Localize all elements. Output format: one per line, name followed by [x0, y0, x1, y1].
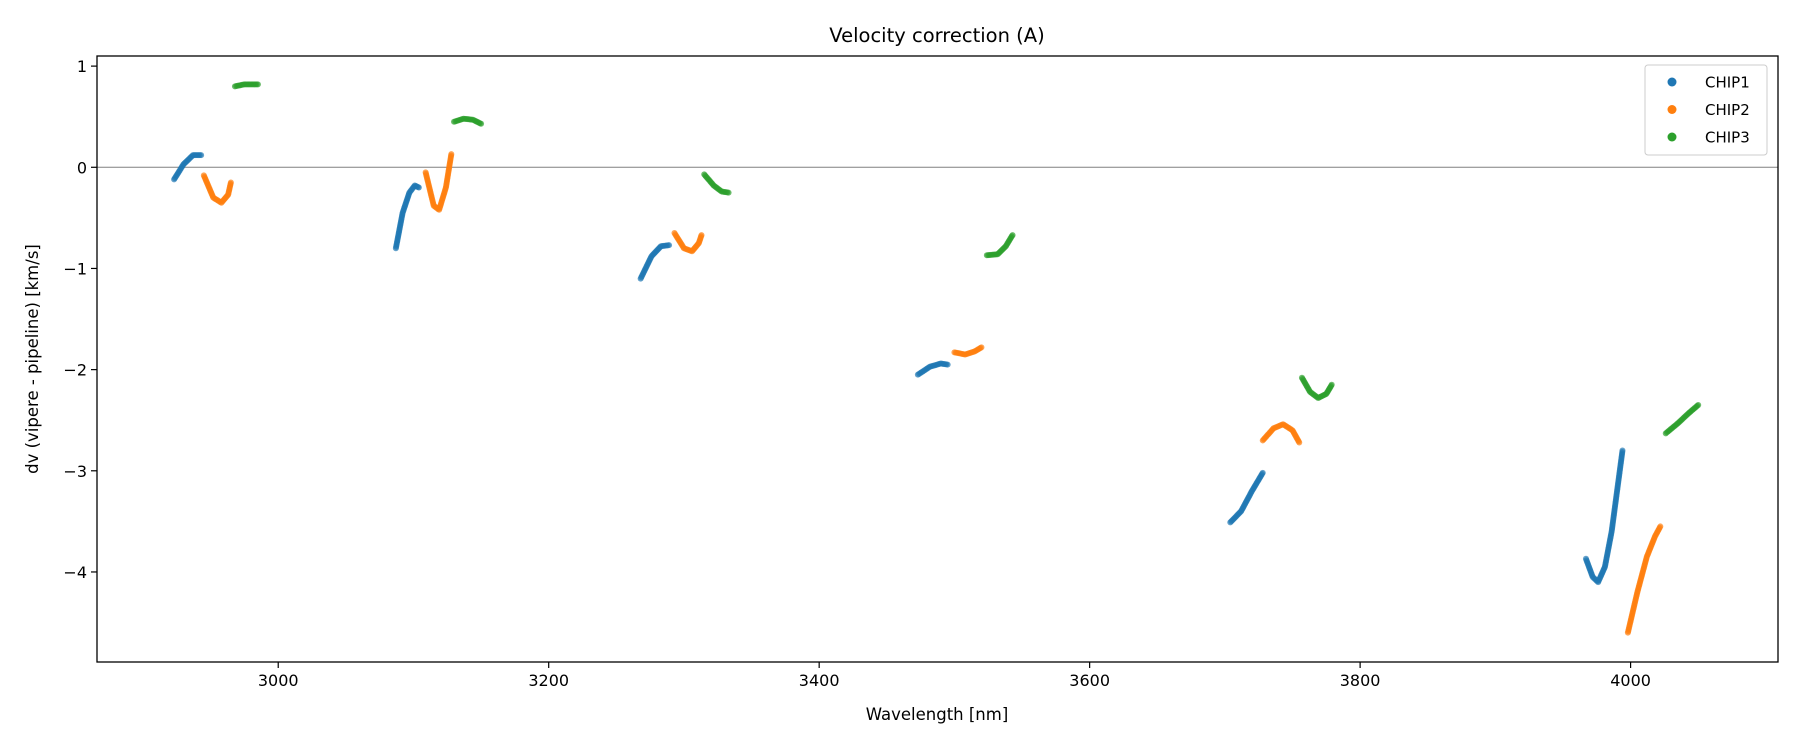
- data-point: [198, 152, 205, 159]
- data-point: [1657, 523, 1664, 530]
- data-point: [448, 151, 455, 158]
- data-point: [666, 242, 673, 249]
- legend-marker-chip3: [1667, 132, 1677, 142]
- legend-label: CHIP3: [1705, 129, 1750, 147]
- data-point: [944, 361, 951, 368]
- data-point: [1695, 402, 1702, 409]
- x-tick-label: 4000: [1610, 671, 1651, 690]
- y-tick-label: 1: [77, 57, 87, 76]
- x-tick-label: 3200: [528, 671, 569, 690]
- y-tick-label: −2: [63, 361, 87, 380]
- data-point: [227, 179, 234, 186]
- data-point: [254, 81, 261, 88]
- series-chip1: [171, 152, 1626, 586]
- data-point: [1259, 469, 1266, 476]
- legend-marker-chip2: [1667, 105, 1677, 114]
- plot-frame: [96, 55, 1779, 663]
- data-point: [1009, 232, 1016, 239]
- y-tick-label: −4: [63, 563, 87, 582]
- legend-box: [1644, 64, 1768, 156]
- data-point: [415, 184, 422, 191]
- data-point: [1296, 439, 1303, 446]
- data-point: [698, 232, 705, 239]
- x-axis-label: Wavelength [nm]: [866, 705, 1009, 724]
- legend-marker-chip1: [1667, 77, 1677, 87]
- x-tick-label: 3600: [1069, 671, 1110, 690]
- data-point: [978, 344, 985, 351]
- y-axis-label: dv (vipere - pipeline) [km/s]: [23, 244, 42, 474]
- x-tick-label: 3800: [1340, 671, 1381, 690]
- data-point: [1328, 381, 1335, 388]
- x-tick-label: 3000: [258, 671, 299, 690]
- chart-title: Velocity correction (A): [829, 24, 1044, 47]
- data-point: [478, 120, 485, 127]
- legend-label: CHIP1: [1705, 74, 1750, 92]
- series-chip2: [200, 151, 1664, 636]
- data-point: [1619, 447, 1626, 454]
- legend-label: CHIP2: [1705, 101, 1750, 119]
- y-tick-label: 0: [77, 158, 87, 177]
- x-tick-label: 3400: [799, 671, 840, 690]
- data-point: [725, 189, 732, 196]
- series-chip3: [231, 81, 1702, 437]
- legend: CHIP1 CHIP2 CHIP3: [1644, 64, 1768, 156]
- y-tick-label: −1: [63, 259, 87, 278]
- y-tick-label: −3: [63, 462, 87, 481]
